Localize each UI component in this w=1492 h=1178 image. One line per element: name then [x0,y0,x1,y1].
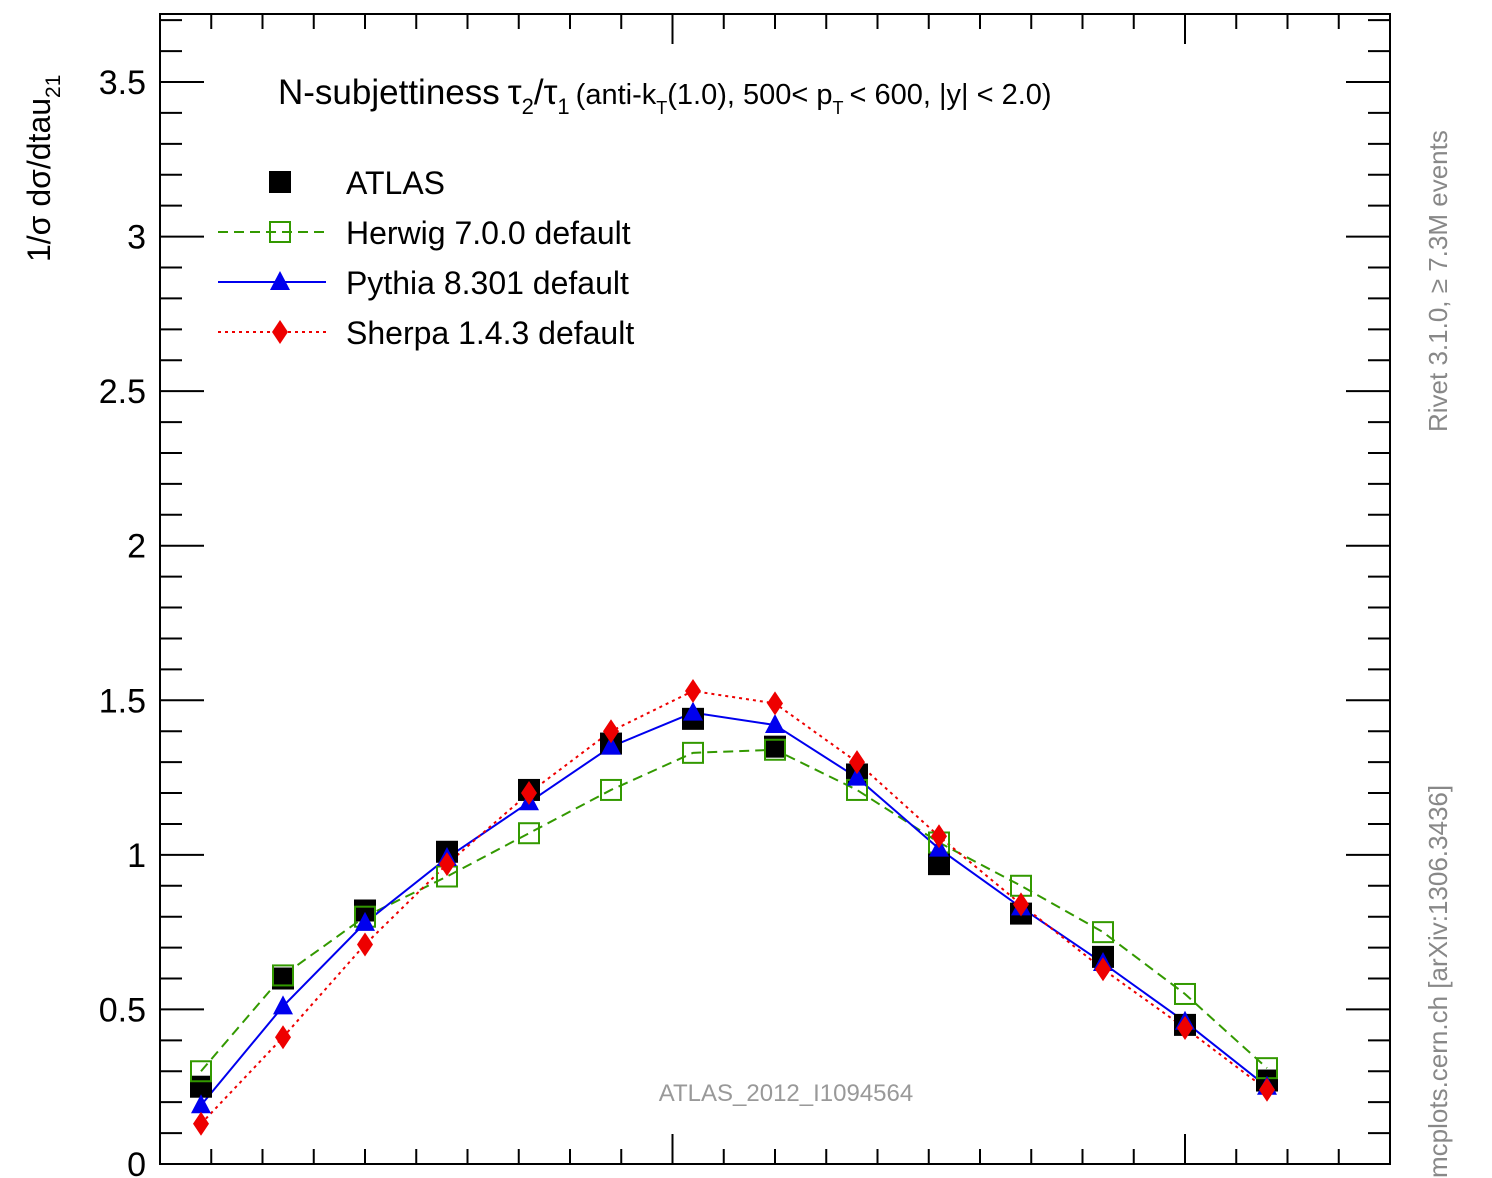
legend-item: Sherpa 1.4.3 default [218,315,634,351]
plot-frame [159,13,1391,1165]
data-point [849,750,865,775]
markers-herwig [190,738,1278,1083]
legend-item: Pythia 8.301 default [218,265,629,301]
legend-item: Herwig 7.0.0 default [218,215,631,251]
markers-atlas [190,707,1278,1098]
series-line [200,689,1268,1125]
legend-label: Herwig 7.0.0 default [346,215,631,251]
legend-label: Sherpa 1.4.3 default [346,315,634,351]
data-point [521,781,537,806]
y-tick-label: 1 [127,837,146,875]
data-point [1095,957,1111,982]
side-label-mcplots: mcplots.cern.ch [arXiv:1306.3436] [1423,785,1453,1178]
y-axis-label: 1/σ dσ/dtau21 [21,75,65,262]
data-point [273,995,293,1015]
side-label-rivet: Rivet 3.1.0, ≥ 7.3M events [1423,130,1453,432]
y-tick-label: 0 [127,1146,146,1178]
y-axis: 0 0.5 1 1.5 2 2.5 3 3.5 [99,19,1390,1178]
data-point [603,719,619,744]
legend-label: ATLAS [346,165,445,201]
data-point [847,766,867,786]
data-point [683,701,703,721]
data-point [1177,1015,1193,1040]
legend-marker [269,221,291,243]
data-point [1174,982,1196,1005]
data-point [275,1025,291,1050]
data-point [439,852,455,877]
data-point [601,735,621,755]
chart-title: N-subjettiness τ2/τ1 (anti-kT(1.0), 500< p… [278,73,1052,119]
legend: ATLAS Herwig 7.0.0 default Pythia 8.301 de… [218,165,634,351]
legend-marker [272,320,288,344]
series-herwig [200,748,1268,1072]
data-point [190,1060,212,1083]
data-point [1092,921,1114,944]
data-point [931,824,947,849]
data-point [685,679,701,704]
y-tick-label: 3 [127,219,146,257]
markers-sherpa [193,679,1275,1136]
series-pythia [200,711,1268,1106]
data-point [682,741,704,764]
data-point [767,691,783,716]
y-tick-label: 0.5 [99,991,146,1029]
data-point [272,964,294,987]
series-layer [190,679,1278,1136]
legend-item: ATLAS [269,165,445,201]
series-line [200,711,1268,1106]
data-point [272,967,294,990]
legend-label: Pythia 8.301 default [346,265,629,301]
data-point [1013,892,1029,917]
y-tick-label: 1.5 [99,682,146,720]
legend-marker [269,171,291,193]
plot-border [159,13,1391,1165]
y-tick-label: 3.5 [99,64,146,102]
analysis-watermark: ATLAS_2012_I1094564 [659,1080,913,1107]
data-point [193,1111,209,1136]
data-point [600,778,622,801]
data-point [354,899,376,922]
y-tick-label: 2.5 [99,373,146,411]
series-sherpa [200,689,1268,1125]
data-point [518,822,540,845]
data-point [355,911,375,931]
data-point [764,735,786,758]
data-point [191,1094,211,1114]
data-point [765,714,785,734]
y-tick-label: 2 [127,528,146,566]
data-point [357,932,373,957]
data-point [1259,1077,1275,1102]
x-axis [159,14,1391,1164]
legend-marker [270,271,290,290]
data-point [764,738,786,761]
markers-pythia [191,701,1277,1114]
series-line [200,748,1268,1072]
data-point [928,853,950,876]
